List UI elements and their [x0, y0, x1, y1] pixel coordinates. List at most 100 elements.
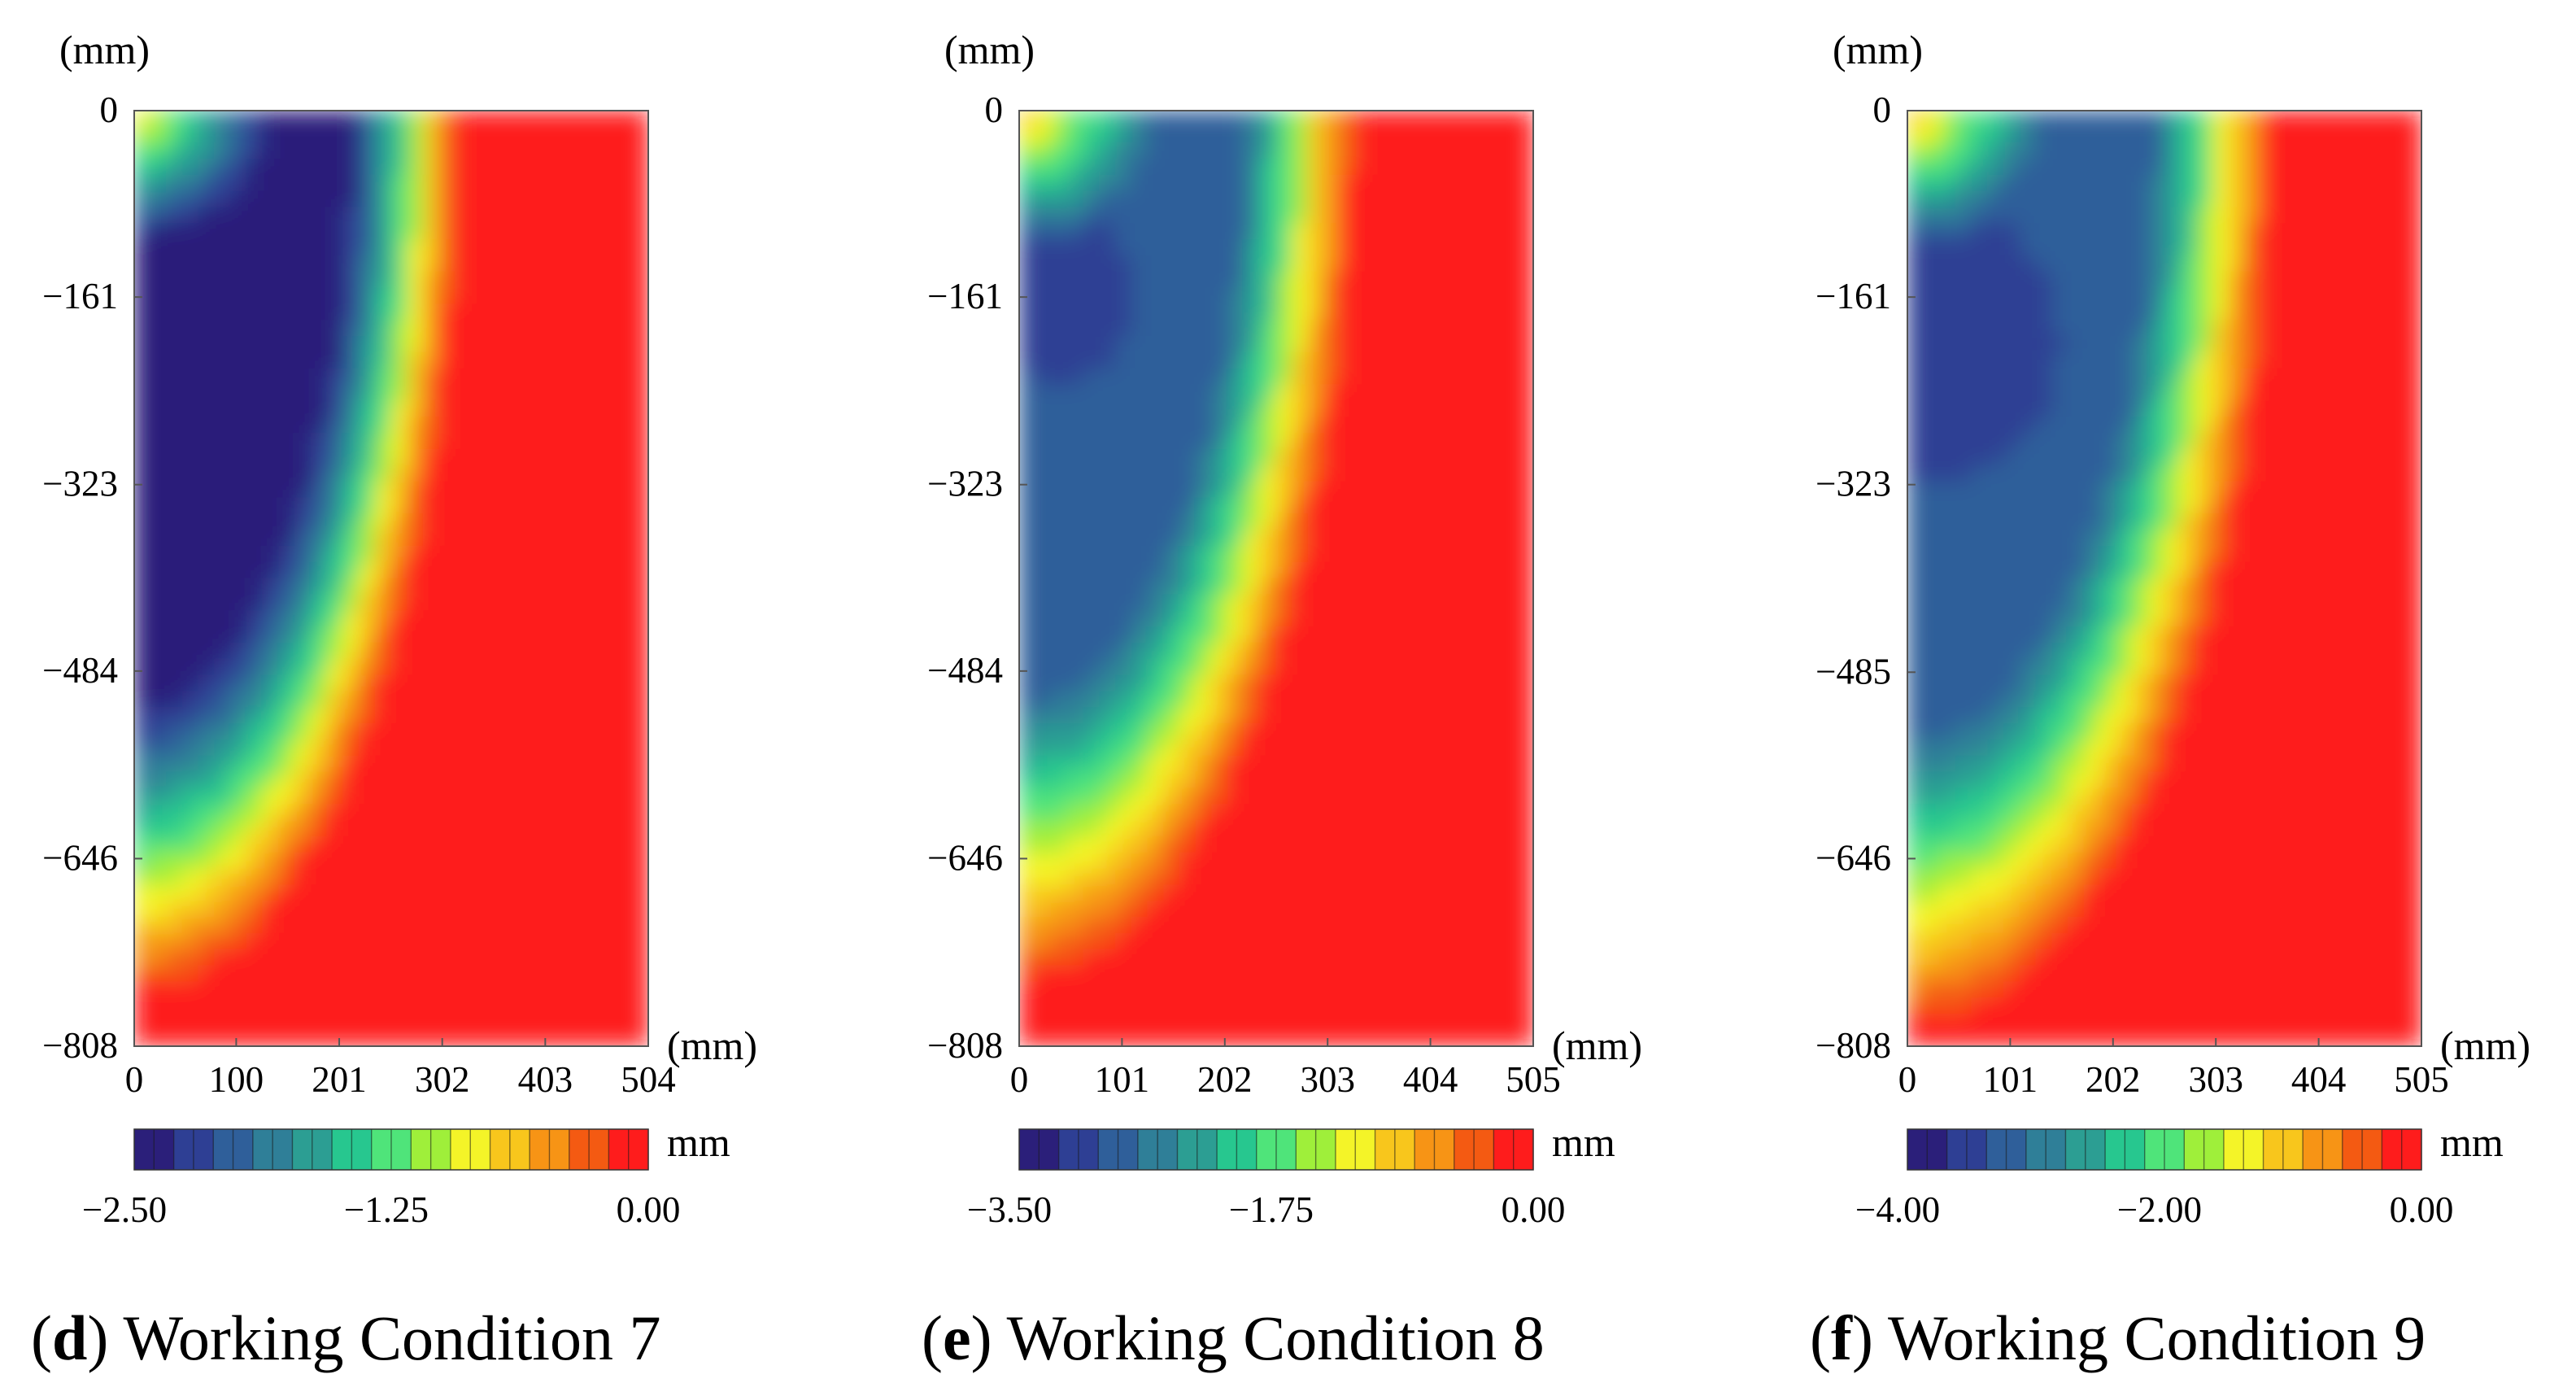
field-cell	[455, 691, 473, 709]
field-cell	[1195, 433, 1213, 450]
field-cell	[535, 303, 552, 321]
field-cell	[455, 949, 473, 966]
field-cell	[1955, 642, 1972, 660]
field-cell	[1372, 303, 1389, 321]
field-cell	[2196, 111, 2213, 128]
field-cell	[1372, 674, 1389, 692]
field-cell	[1452, 852, 1470, 870]
field-cell	[2180, 594, 2197, 612]
field-cell	[374, 949, 392, 966]
field-cell	[310, 901, 328, 918]
field-cell	[1372, 384, 1389, 402]
field-cell	[342, 287, 360, 305]
field-cell	[310, 126, 328, 144]
field-cell	[1244, 174, 1261, 192]
field-cell	[583, 433, 601, 450]
field-cell	[1163, 965, 1180, 983]
field-cell	[1019, 111, 1036, 128]
field-cell	[278, 400, 295, 418]
field-cell	[519, 561, 537, 579]
field-cell	[1372, 142, 1389, 159]
field-cell	[1019, 787, 1036, 805]
field-cell	[2260, 207, 2277, 225]
field-cell	[1516, 707, 1533, 724]
field-cell	[1259, 481, 1277, 499]
field-cell	[2180, 271, 2197, 289]
field-cell	[2308, 658, 2325, 676]
field-cell	[2356, 207, 2374, 225]
field-cell	[359, 707, 376, 724]
field-cell	[359, 174, 376, 192]
field-cell	[1115, 320, 1132, 338]
field-cell	[2260, 336, 2277, 353]
field-cell	[2147, 530, 2165, 547]
field-cell	[166, 190, 183, 208]
field-cell	[1066, 626, 1084, 643]
field-cell	[2404, 336, 2421, 353]
field-cell	[407, 287, 424, 305]
field-cell	[1244, 835, 1261, 853]
field-cell	[567, 787, 585, 805]
field-cell	[1179, 658, 1196, 676]
field-cell	[246, 303, 264, 321]
field-cell	[359, 997, 376, 1014]
field-cell	[487, 400, 504, 418]
field-cell	[2164, 481, 2182, 499]
field-cell	[423, 561, 440, 579]
field-cell	[2051, 190, 2068, 208]
field-cell	[2389, 610, 2406, 627]
field-cell	[2116, 111, 2133, 128]
field-cell	[2164, 561, 2182, 579]
field-cell	[359, 255, 376, 273]
field-cell	[1436, 513, 1454, 531]
field-cell	[1147, 1029, 1165, 1046]
field-cell	[1259, 691, 1277, 709]
field-cell	[1516, 320, 1533, 338]
field-cell	[1211, 658, 1229, 676]
field-cell	[359, 884, 376, 902]
field-cell	[2035, 433, 2053, 450]
field-cell	[342, 417, 360, 434]
field-cell	[262, 610, 280, 627]
field-cell	[1501, 207, 1518, 225]
field-cell	[1163, 578, 1180, 595]
field-cell	[2292, 513, 2310, 531]
field-cell	[487, 722, 504, 740]
field-cell	[631, 111, 648, 128]
field-cell	[246, 981, 264, 999]
field-cell	[278, 787, 295, 805]
field-cell	[230, 190, 247, 208]
field-cell	[583, 384, 601, 402]
field-cell	[423, 513, 440, 531]
x-tick-label: 505	[1506, 1059, 1561, 1100]
field-cell	[2147, 400, 2165, 418]
field-cell	[2147, 465, 2165, 482]
field-cell	[2147, 111, 2165, 128]
field-cell	[1308, 271, 1325, 289]
field-cell	[1923, 674, 1940, 692]
field-cell	[2244, 400, 2261, 418]
field-cell	[359, 190, 376, 208]
field-cell	[471, 819, 488, 837]
field-cell	[2019, 417, 2037, 434]
field-cell	[2099, 351, 2117, 369]
field-cell	[1131, 417, 1149, 434]
field-cell	[1035, 190, 1052, 208]
field-cell	[262, 545, 280, 563]
field-cell	[166, 207, 183, 225]
field-cell	[407, 255, 424, 273]
field-cell	[503, 949, 521, 966]
field-cell	[2228, 658, 2246, 676]
field-cell	[278, 949, 295, 966]
field-cell	[567, 997, 585, 1014]
field-cell	[551, 804, 569, 821]
field-cell	[2003, 351, 2020, 369]
field-cell	[438, 255, 456, 273]
field-cell	[278, 997, 295, 1014]
field-cell	[1372, 448, 1389, 466]
field-cell	[1275, 465, 1293, 482]
field-cell	[2147, 287, 2165, 305]
field-cell	[2356, 368, 2374, 386]
field-cell	[1227, 111, 1244, 128]
field-cell	[1083, 271, 1101, 289]
